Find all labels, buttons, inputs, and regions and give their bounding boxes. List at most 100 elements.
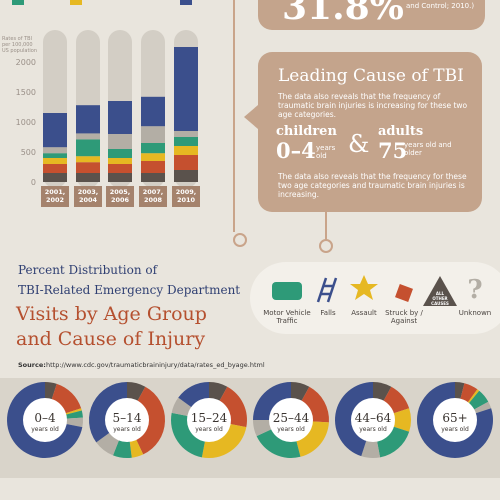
donut-subtitle: years old (31, 426, 59, 433)
icon-falls (316, 277, 338, 303)
bar-segment (76, 156, 100, 163)
donut-slice (253, 420, 272, 437)
donut-hole (433, 398, 477, 442)
donut-slice (301, 386, 329, 423)
category-box (139, 186, 167, 207)
bar-segment (174, 146, 198, 155)
donut-slice (129, 439, 144, 458)
donut-hole (269, 398, 313, 442)
bar-segment (108, 149, 132, 158)
icon-motor (272, 282, 302, 300)
donut-slice (256, 428, 301, 458)
legend-label: Unknown (458, 309, 492, 317)
icon-assault (350, 275, 378, 300)
bar-segment (76, 105, 100, 134)
deco (70, 0, 82, 5)
bar-segment (108, 173, 132, 182)
legend-label: ALL OTHER CAUSES (431, 291, 449, 306)
x-tick-label: 2007, 2008 (142, 188, 164, 204)
donut-slice (127, 382, 146, 402)
donut-hole (187, 398, 231, 442)
bar-segment (141, 143, 165, 154)
y-tick-label: 0 (31, 178, 36, 187)
heading-main: and Cause of Injury (16, 328, 206, 350)
donut-title: 25–44 (273, 411, 310, 425)
bar-segment (174, 137, 198, 146)
leading-box (258, 52, 482, 212)
donut-slice (467, 389, 480, 404)
donut-slice (473, 401, 492, 414)
bar-segment (174, 131, 198, 137)
donut-hole (23, 398, 67, 442)
children-age: 0–4 (276, 138, 316, 163)
adults-age: 75 (378, 138, 408, 163)
bar-segment (108, 101, 132, 134)
donut-subtitle: years old (277, 426, 305, 433)
donut-slice (416, 382, 493, 458)
bar-segment (174, 155, 198, 170)
bar-segment (174, 47, 198, 131)
source-label: Source: (18, 361, 46, 369)
box-text: The data also reveals that the frequency… (278, 92, 468, 119)
donut-slice (65, 417, 83, 428)
bar-segment (141, 96, 165, 127)
donut-slice (51, 383, 82, 414)
x-tick-label: 2003, 2004 (77, 188, 99, 204)
bar-segment (76, 162, 100, 173)
box-pointer (244, 105, 258, 129)
donut-slice (64, 408, 82, 415)
legend-icons: ? (272, 275, 483, 306)
adults-label: adults (378, 124, 424, 139)
donut-hole (105, 398, 149, 442)
donut-subtitle: years old (359, 426, 387, 433)
donut-slice (45, 382, 57, 401)
bar-segment (108, 164, 132, 173)
donut-slice (455, 382, 465, 400)
stat-box (258, 0, 485, 30)
children-label: children (276, 124, 337, 139)
donut-slice (135, 386, 165, 455)
icon-unknown: ? (467, 275, 482, 305)
donut-hole (351, 398, 395, 442)
donut-band (0, 378, 500, 478)
donut-slice (361, 439, 381, 458)
bar-segment (43, 164, 67, 173)
bar-segment (76, 139, 100, 157)
heading: TBI-Related Emergency Department (18, 283, 241, 297)
y-tick-label: 1500 (16, 88, 36, 97)
category-box (172, 186, 200, 207)
donut-subtitle: years old (441, 426, 469, 433)
children-unit: years old (316, 144, 336, 160)
bar-segment (43, 153, 67, 158)
donut-slice (170, 412, 206, 458)
donut-slice (291, 382, 310, 402)
category-box (74, 186, 102, 207)
deco (180, 0, 192, 5)
legend-label: Motor Vehicle Traffic (263, 309, 311, 325)
donut-slice (209, 382, 228, 402)
bar-segment (108, 134, 132, 149)
bar-segment (141, 126, 165, 143)
donut-title: 65+ (442, 411, 467, 425)
donut-slice (392, 408, 411, 432)
donut-slice (373, 382, 392, 402)
donut-title: 5–14 (113, 411, 142, 425)
source-url: http://www.cdc.gov/traumaticbraininjury/… (46, 361, 265, 369)
donut-slice (253, 382, 291, 420)
icon-other (423, 276, 457, 306)
y-tick-label: 1000 (16, 118, 36, 127)
connector-dot (233, 233, 247, 247)
donut-slice (65, 410, 83, 419)
donut-slice (171, 397, 193, 417)
bar-segment (108, 158, 132, 164)
legend-label: Assault (351, 309, 377, 317)
box-text: The data also reveals that the frequency… (278, 172, 467, 199)
bar-segment (76, 133, 100, 140)
x-tick-label: 2009, 2010 (175, 188, 197, 204)
x-tick-label: 2001, 2002 (44, 188, 66, 204)
bar-segment (141, 173, 165, 182)
adults-unit: years old and older (404, 141, 452, 157)
y-tick-label: 2000 (16, 58, 36, 67)
